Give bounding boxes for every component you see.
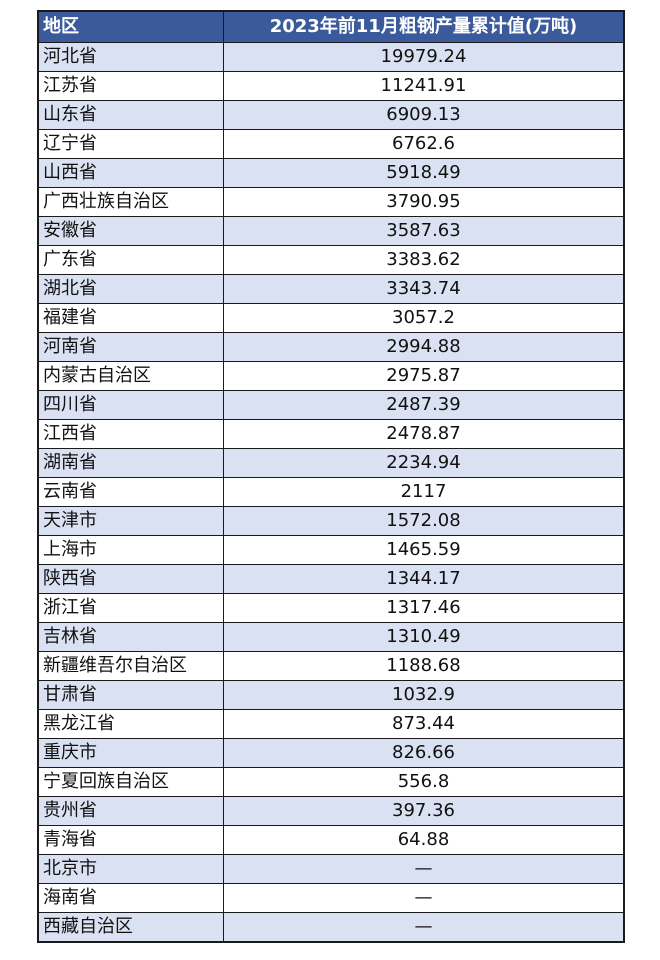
- region-cell: 新疆维吾尔自治区: [37, 651, 224, 681]
- table-body: 河北省 19979.24 江苏省 11241.91 山东省 6909.13 辽宁省 6762.…: [37, 42, 625, 943]
- table-row: 河南省 2994.88: [37, 332, 625, 362]
- output-cell: —: [223, 883, 625, 913]
- output-cell: 2487.39: [223, 390, 625, 420]
- output-cell: 1032.9: [223, 680, 625, 710]
- table-row: 青海省 64.88: [37, 825, 625, 855]
- table-row: 宁夏回族自治区 556.8: [37, 767, 625, 797]
- output-cell: 2478.87: [223, 419, 625, 449]
- region-cell: 四川省: [37, 390, 224, 420]
- output-cell: 2117: [223, 477, 625, 507]
- table-row: 重庆市 826.66: [37, 738, 625, 768]
- region-cell: 广东省: [37, 245, 224, 275]
- output-cell: 19979.24: [223, 42, 625, 72]
- header-row: 地区 2023年前11月粗钢产量累计值(万吨): [37, 10, 625, 43]
- output-cell: 1465.59: [223, 535, 625, 565]
- region-cell: 广西壮族自治区: [37, 187, 224, 217]
- output-cell: 6909.13: [223, 100, 625, 130]
- output-cell: 6762.6: [223, 129, 625, 159]
- header-region: 地区: [37, 10, 224, 43]
- table-row: 云南省 2117: [37, 477, 625, 507]
- table-row: 辽宁省 6762.6: [37, 129, 625, 159]
- output-cell: 11241.91: [223, 71, 625, 101]
- region-cell: 甘肃省: [37, 680, 224, 710]
- output-cell: —: [223, 912, 625, 943]
- output-cell: 1344.17: [223, 564, 625, 594]
- region-cell: 贵州省: [37, 796, 224, 826]
- table-row: 河北省 19979.24: [37, 42, 625, 72]
- output-cell: 3383.62: [223, 245, 625, 275]
- table-row: 陕西省 1344.17: [37, 564, 625, 594]
- output-cell: 2234.94: [223, 448, 625, 478]
- region-cell: 辽宁省: [37, 129, 224, 159]
- table-row: 福建省 3057.2: [37, 303, 625, 333]
- table-row: 山西省 5918.49: [37, 158, 625, 188]
- table-row: 山东省 6909.13: [37, 100, 625, 130]
- region-cell: 黑龙江省: [37, 709, 224, 739]
- output-cell: 2975.87: [223, 361, 625, 391]
- table-row: 四川省 2487.39: [37, 390, 625, 420]
- table-row: 吉林省 1310.49: [37, 622, 625, 652]
- table-row: 安徽省 3587.63: [37, 216, 625, 246]
- steel-output-table: 地区 2023年前11月粗钢产量累计值(万吨) 河北省 19979.24 江苏省 11…: [37, 10, 625, 943]
- output-cell: 3587.63: [223, 216, 625, 246]
- region-cell: 浙江省: [37, 593, 224, 623]
- region-cell: 云南省: [37, 477, 224, 507]
- table-row: 天津市 1572.08: [37, 506, 625, 536]
- region-cell: 吉林省: [37, 622, 224, 652]
- region-cell: 山东省: [37, 100, 224, 130]
- table-row: 江苏省 11241.91: [37, 71, 625, 101]
- table-row: 上海市 1465.59: [37, 535, 625, 565]
- output-cell: 5918.49: [223, 158, 625, 188]
- region-cell: 陕西省: [37, 564, 224, 594]
- output-cell: 1310.49: [223, 622, 625, 652]
- output-cell: 826.66: [223, 738, 625, 768]
- table-row: 海南省 —: [37, 883, 625, 913]
- region-cell: 山西省: [37, 158, 224, 188]
- table-row: 广东省 3383.62: [37, 245, 625, 275]
- header-output: 2023年前11月粗钢产量累计值(万吨): [223, 10, 625, 43]
- output-cell: 3343.74: [223, 274, 625, 304]
- table-row: 湖北省 3343.74: [37, 274, 625, 304]
- output-cell: 556.8: [223, 767, 625, 797]
- table-row: 新疆维吾尔自治区 1188.68: [37, 651, 625, 681]
- region-cell: 福建省: [37, 303, 224, 333]
- output-cell: 3790.95: [223, 187, 625, 217]
- region-cell: 内蒙古自治区: [37, 361, 224, 391]
- table-row: 江西省 2478.87: [37, 419, 625, 449]
- region-cell: 湖北省: [37, 274, 224, 304]
- region-cell: 江西省: [37, 419, 224, 449]
- output-cell: 873.44: [223, 709, 625, 739]
- region-cell: 安徽省: [37, 216, 224, 246]
- table-row: 广西壮族自治区 3790.95: [37, 187, 625, 217]
- table-row: 贵州省 397.36: [37, 796, 625, 826]
- output-cell: 1572.08: [223, 506, 625, 536]
- table-row: 湖南省 2234.94: [37, 448, 625, 478]
- output-cell: 397.36: [223, 796, 625, 826]
- region-cell: 天津市: [37, 506, 224, 536]
- region-cell: 青海省: [37, 825, 224, 855]
- output-cell: 64.88: [223, 825, 625, 855]
- output-cell: 1188.68: [223, 651, 625, 681]
- region-cell: 重庆市: [37, 738, 224, 768]
- table-row: 西藏自治区 —: [37, 912, 625, 943]
- region-cell: 上海市: [37, 535, 224, 565]
- region-cell: 海南省: [37, 883, 224, 913]
- region-cell: 湖南省: [37, 448, 224, 478]
- output-cell: 3057.2: [223, 303, 625, 333]
- output-cell: 2994.88: [223, 332, 625, 362]
- region-cell: 河南省: [37, 332, 224, 362]
- region-cell: 河北省: [37, 42, 224, 72]
- table-row: 北京市 —: [37, 854, 625, 884]
- region-cell: 江苏省: [37, 71, 224, 101]
- table-row: 黑龙江省 873.44: [37, 709, 625, 739]
- region-cell: 北京市: [37, 854, 224, 884]
- region-cell: 西藏自治区: [37, 912, 224, 943]
- table-row: 甘肃省 1032.9: [37, 680, 625, 710]
- output-cell: 1317.46: [223, 593, 625, 623]
- table-row: 浙江省 1317.46: [37, 593, 625, 623]
- table-row: 内蒙古自治区 2975.87: [37, 361, 625, 391]
- output-cell: —: [223, 854, 625, 884]
- region-cell: 宁夏回族自治区: [37, 767, 224, 797]
